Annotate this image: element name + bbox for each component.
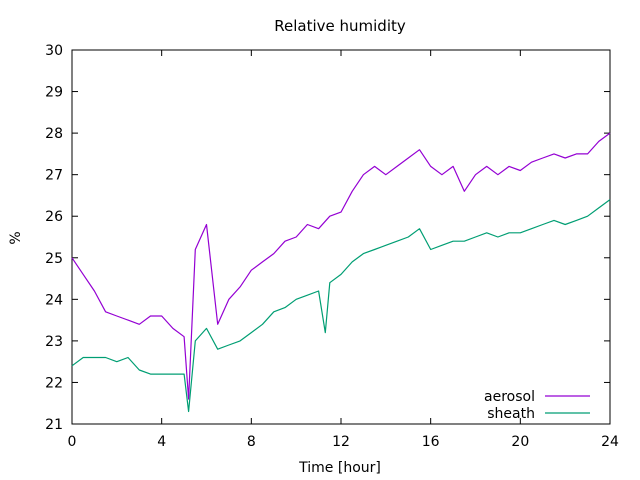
y-tick-label: 23 [45,334,63,350]
y-axis-label: % [8,231,24,244]
y-tick-label: 29 [45,85,63,101]
x-axis: 0 4 8 12 16 20 24 [68,50,619,450]
y-tick-label: 26 [45,209,63,225]
y-tick-label: 28 [45,126,63,142]
x-tick-label: 4 [157,434,166,450]
y-tick-label: 22 [45,375,63,391]
y-tick-label: 27 [45,168,63,184]
plot-frame [71,49,611,425]
series-group [71,132,611,413]
legend-label-aerosol: aerosol [484,389,535,405]
y-tick-label: 25 [45,251,63,267]
x-tick-label: 8 [247,434,256,450]
x-tick-label: 20 [511,434,529,450]
x-axis-label: Time [hour] [298,460,381,476]
x-tick-label: 16 [422,434,440,450]
y-tick-label: 21 [45,417,63,433]
series-line-aerosol [71,132,611,400]
chart-title: Relative humidity [274,17,406,35]
series-line-sheath [71,199,611,413]
x-tick-label: 24 [601,434,619,450]
y-tick-label: 24 [45,292,63,308]
x-tick-label: 12 [332,434,350,450]
y-tick-label: 30 [45,43,63,59]
legend-label-sheath: sheath [487,406,535,422]
y-axis: 21 22 23 24 25 26 27 28 29 30 [45,43,610,433]
x-tick-label: 0 [68,434,77,450]
